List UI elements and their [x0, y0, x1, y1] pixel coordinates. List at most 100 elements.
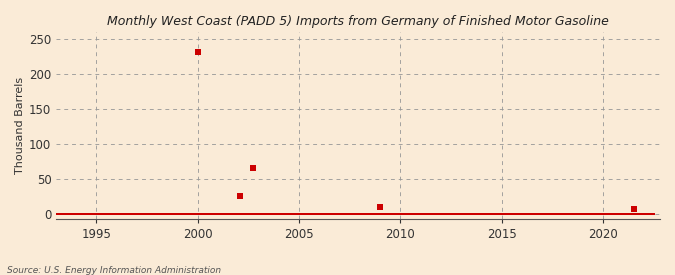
- Point: [378, 212, 389, 216]
- Point: [522, 212, 533, 216]
- Point: [162, 212, 173, 216]
- Point: [530, 212, 541, 216]
- Point: [459, 212, 470, 216]
- Point: [564, 212, 574, 216]
- Point: [199, 212, 210, 216]
- Point: [529, 212, 539, 216]
- Point: [466, 212, 477, 216]
- Point: [424, 212, 435, 216]
- Point: [385, 212, 396, 216]
- Point: [163, 212, 174, 216]
- Point: [452, 212, 463, 216]
- Point: [126, 212, 137, 216]
- Point: [315, 212, 326, 216]
- Point: [310, 212, 321, 216]
- Point: [547, 212, 558, 216]
- Point: [104, 212, 115, 216]
- Point: [77, 212, 88, 216]
- Point: [99, 212, 110, 216]
- Y-axis label: Thousand Barrels: Thousand Barrels: [15, 77, 25, 174]
- Point: [554, 212, 564, 216]
- Point: [589, 212, 600, 216]
- Point: [329, 212, 340, 216]
- Point: [284, 212, 294, 216]
- Point: [508, 212, 519, 216]
- Point: [103, 212, 113, 216]
- Point: [74, 212, 84, 216]
- Point: [177, 212, 188, 216]
- Point: [368, 212, 379, 216]
- Point: [240, 212, 250, 216]
- Point: [616, 212, 627, 216]
- Point: [136, 212, 147, 216]
- Point: [197, 212, 208, 216]
- Point: [226, 212, 237, 216]
- Point: [176, 212, 186, 216]
- Point: [525, 212, 536, 216]
- Point: [186, 212, 196, 216]
- Point: [189, 212, 200, 216]
- Point: [613, 212, 624, 216]
- Point: [601, 212, 612, 216]
- Point: [123, 212, 134, 216]
- Point: [277, 212, 288, 216]
- Point: [314, 212, 325, 216]
- Point: [496, 212, 507, 216]
- Point: [334, 212, 345, 216]
- Point: [348, 212, 358, 216]
- Point: [614, 212, 625, 216]
- Point: [624, 212, 635, 216]
- Point: [587, 212, 598, 216]
- Point: [92, 212, 103, 216]
- Point: [327, 212, 338, 216]
- Point: [396, 212, 407, 216]
- Text: Source: U.S. Energy Information Administration: Source: U.S. Energy Information Administ…: [7, 266, 221, 275]
- Point: [425, 212, 436, 216]
- Point: [506, 212, 517, 216]
- Point: [549, 212, 560, 216]
- Point: [559, 212, 570, 216]
- Point: [142, 212, 153, 216]
- Point: [145, 212, 156, 216]
- Point: [533, 212, 544, 216]
- Point: [359, 212, 370, 216]
- Point: [621, 212, 632, 216]
- Point: [87, 212, 98, 216]
- Point: [416, 212, 427, 216]
- Point: [405, 212, 416, 216]
- Point: [106, 212, 117, 216]
- Point: [358, 212, 369, 216]
- Point: [209, 212, 220, 216]
- Point: [50, 212, 61, 216]
- Point: [59, 212, 70, 216]
- Point: [82, 212, 93, 216]
- Point: [535, 212, 546, 216]
- Point: [155, 212, 166, 216]
- Point: [173, 212, 184, 216]
- Point: [386, 212, 397, 216]
- Point: [290, 212, 301, 216]
- Point: [576, 212, 587, 216]
- Point: [52, 212, 63, 216]
- Point: [192, 49, 203, 54]
- Point: [479, 212, 490, 216]
- Point: [567, 212, 578, 216]
- Point: [422, 212, 433, 216]
- Point: [192, 212, 203, 216]
- Point: [361, 212, 372, 216]
- Point: [580, 212, 591, 216]
- Point: [586, 212, 597, 216]
- Point: [579, 212, 590, 216]
- Point: [57, 212, 68, 216]
- Point: [398, 212, 409, 216]
- Point: [131, 212, 142, 216]
- Point: [552, 212, 563, 216]
- Point: [238, 212, 248, 216]
- Point: [623, 212, 634, 216]
- Point: [458, 212, 468, 216]
- Point: [442, 212, 453, 216]
- Point: [562, 212, 573, 216]
- Point: [234, 212, 245, 216]
- Point: [537, 212, 547, 216]
- Point: [307, 212, 318, 216]
